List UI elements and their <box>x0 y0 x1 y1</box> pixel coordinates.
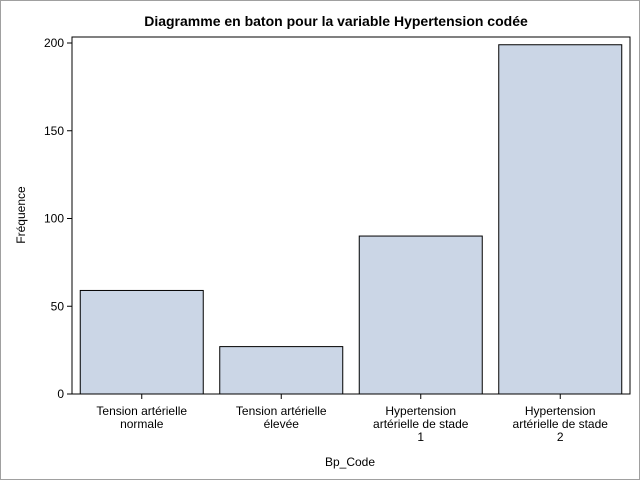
bar <box>219 346 344 395</box>
chart-title: Diagramme en baton pour la variable Hype… <box>144 13 528 29</box>
x-tick-label-line: 1 <box>417 430 424 444</box>
x-tick-label: Hypertension artérielle de stade 1 <box>373 404 469 444</box>
x-tick-label: Tension artérielle élevée <box>236 404 327 431</box>
x-tick-label-line: artérielle de stade <box>513 417 609 431</box>
x-tick-label-line: artérielle de stade <box>373 417 469 431</box>
x-tick-label: Tension artérielle normale <box>96 404 187 431</box>
y-tick-label: 0 <box>57 387 64 401</box>
x-tick-label-line: normale <box>120 417 164 431</box>
x-tick-label: Hypertension artérielle de stade 2 <box>513 404 609 444</box>
y-tick-label: 150 <box>44 124 64 138</box>
y-axis-label: Fréquence <box>14 186 28 244</box>
x-tick-label-line: 2 <box>557 430 564 444</box>
y-tick-label: 50 <box>51 299 65 313</box>
bar <box>498 44 623 395</box>
y-axis: 0 50 100 150 200 <box>44 36 72 401</box>
y-tick-label: 100 <box>44 212 64 226</box>
x-tick-label-line: élevée <box>264 417 300 431</box>
bar <box>79 289 204 395</box>
bars <box>79 44 623 395</box>
plot-area <box>71 36 631 395</box>
x-axis-label: Bp_Code <box>325 455 375 469</box>
x-tick-label-line: Hypertension <box>385 404 456 418</box>
x-tick-label-line: Tension artérielle <box>96 404 187 418</box>
x-tick-label-line: Hypertension <box>525 404 596 418</box>
y-tick-label: 200 <box>44 36 64 50</box>
bar <box>358 235 483 395</box>
x-tick-label-line: Tension artérielle <box>236 404 327 418</box>
